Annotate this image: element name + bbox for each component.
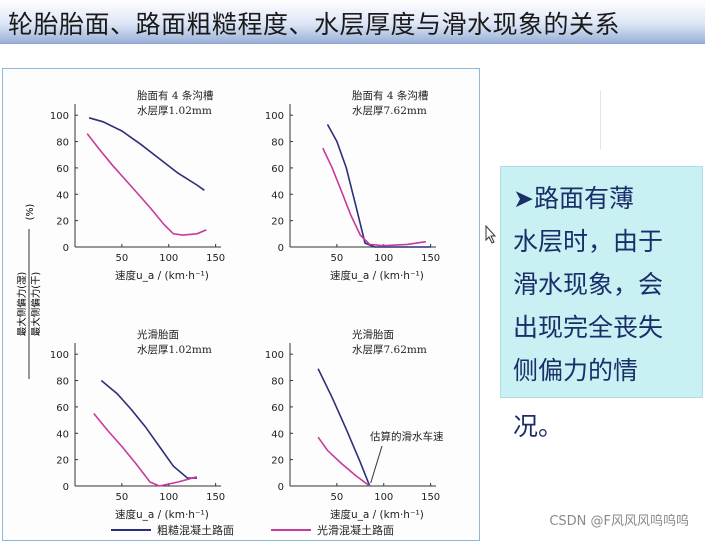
- chart-4-annotation-arrow: [370, 445, 383, 484]
- chart-3-series-smooth-line: [93, 412, 198, 487]
- chart-4-y-tick-0: 0: [278, 482, 284, 493]
- chart-1-y-tick-label: 60: [56, 164, 69, 175]
- chart-4-series-rough-line: [317, 368, 371, 487]
- note-line-4: 出现完全丧失: [513, 313, 664, 342]
- chart-4-y-tick-label: 60: [271, 403, 284, 414]
- chart-4-y-tick-label: 20: [271, 456, 284, 467]
- chart-1-x-label: 速度u_a / (km·h⁻¹): [115, 269, 209, 282]
- y-label-unit: (%): [25, 204, 36, 220]
- chart-1-subtitle-line: 水层厚1.02mm: [137, 105, 212, 117]
- note-box: ➤路面有薄 水层时，由于 滑水现象，会 出现完全丧失 侧偏力的情 况。: [500, 166, 703, 441]
- note-line-1: ➤路面有薄: [513, 184, 634, 213]
- chart-4-series-smooth-line: [317, 436, 371, 487]
- chart-3-x-tick-label: 50: [116, 492, 129, 503]
- chart-2-x-tick-label: 150: [421, 253, 440, 264]
- note-line-3: 滑水现象，会: [513, 270, 664, 299]
- figure-panel: 0 20 40 60 80 100 50 100 150 速度u_a / (km·h⁻¹) 胎面有 …: [2, 68, 480, 541]
- chart-4-x-tick-label: 100: [374, 492, 393, 503]
- note-line-5: 侧偏力的情: [513, 356, 639, 385]
- chart-3-x-label: 速度u_a / (km·h⁻¹): [115, 508, 209, 521]
- chart-2-subtitle-line: 水层厚7.62mm: [352, 105, 427, 117]
- chart-2-series-smooth-line: [322, 147, 427, 247]
- chart-3-y-tick-label: 20: [56, 456, 69, 467]
- chart-2-x-tick-label: 100: [374, 253, 393, 264]
- chart-4-y-tick-label: 40: [271, 429, 284, 440]
- chart-1-x-tick-label: 50: [116, 253, 129, 264]
- chart-1-series-smooth-line: [86, 133, 207, 236]
- chart-2-y-tick-label: 40: [271, 190, 284, 201]
- chart-1-y-tick-label: 100: [50, 111, 69, 122]
- note-line-2: 水层时，由于: [513, 227, 664, 256]
- legend-label-rough: 粗糙混凝土路面: [157, 523, 234, 537]
- chart-3-x-tick-label: 150: [206, 492, 225, 503]
- chart-3-y-tick-label: 80: [56, 377, 69, 388]
- chart-4-y-tick-label: 80: [271, 377, 284, 388]
- chart-4-subtitle-line: 光滑胎面: [352, 328, 394, 341]
- chart-3-subtitle-line: 水层厚1.02mm: [137, 344, 212, 356]
- y-label-group: 最大侧偏力(湿) 最大侧偏力(干) (%): [16, 204, 42, 379]
- chart-figure: 0 20 40 60 80 100 50 100 150 速度u_a / (km·h⁻¹) 胎面有 …: [16, 89, 444, 537]
- chart-2-y-tick-label: 20: [271, 217, 284, 228]
- chart-4-subtitle-line: 水层厚7.62mm: [352, 344, 427, 356]
- chart-3-y-tick-label: 40: [56, 429, 69, 440]
- chart-1-x-tick-label: 100: [159, 253, 178, 264]
- chart-4-x-tick-label: 150: [421, 492, 440, 503]
- note-line-6: 况。: [513, 412, 564, 441]
- chart-2-subtitle-line: 胎面有 4 条沟槽: [352, 89, 429, 102]
- chart-3-y-tick-label: 60: [56, 403, 69, 414]
- chart-2-x-label: 速度u_a / (km·h⁻¹): [330, 269, 424, 282]
- y-label-denominator: 最大侧偏力(干): [30, 272, 42, 336]
- chart-4-x-label: 速度u_a / (km·h⁻¹): [330, 508, 424, 521]
- chart-3-y-tick-0: 0: [63, 482, 69, 493]
- chart-2-y-tick-0: 0: [278, 243, 284, 254]
- mouse-cursor-icon: [485, 224, 497, 249]
- chart-1-y-tick-label: 40: [56, 190, 69, 201]
- chart-3-x-tick-label: 100: [159, 492, 178, 503]
- chart-3-y-tick-label: 100: [50, 350, 69, 361]
- chart-1-x-tick-label: 150: [206, 253, 225, 264]
- chart-1-y-tick-label: 80: [56, 138, 69, 149]
- chart-2-y-tick-label: 60: [271, 164, 284, 175]
- y-label-numerator: 最大侧偏力(湿): [16, 272, 28, 336]
- chart-1-series-rough-line: [88, 117, 205, 191]
- watermark: CSDN @F风风风呜呜呜: [549, 514, 689, 529]
- chart-3-series-rough-line: [100, 379, 197, 479]
- chart-2-series-rough-line: [326, 124, 431, 248]
- chart-1-y-tick-label: 20: [56, 217, 69, 228]
- chart-4-y-tick-label: 100: [265, 350, 284, 361]
- chart-4-x-tick-label: 50: [331, 492, 344, 503]
- slide-title: 轮胎胎面、路面粗糙程度、水层厚度与滑水现象的关系: [8, 10, 621, 39]
- divider: [600, 90, 601, 150]
- title-bar: 轮胎胎面、路面粗糙程度、水层厚度与滑水现象的关系: [0, 0, 705, 44]
- chart-2-y-tick-label: 80: [271, 138, 284, 149]
- chart-1-y-tick-0: 0: [63, 243, 69, 254]
- chart-3-subtitle-line: 光滑胎面: [137, 328, 179, 341]
- chart-4-annotation: 估算的滑水车速: [370, 430, 444, 443]
- chart-2-x-tick-label: 50: [331, 253, 344, 264]
- chart-1-subtitle-line: 胎面有 4 条沟槽: [137, 89, 214, 102]
- chart-2-y-tick-label: 100: [265, 111, 284, 122]
- legend-label-smooth: 光滑混凝土路面: [317, 523, 394, 537]
